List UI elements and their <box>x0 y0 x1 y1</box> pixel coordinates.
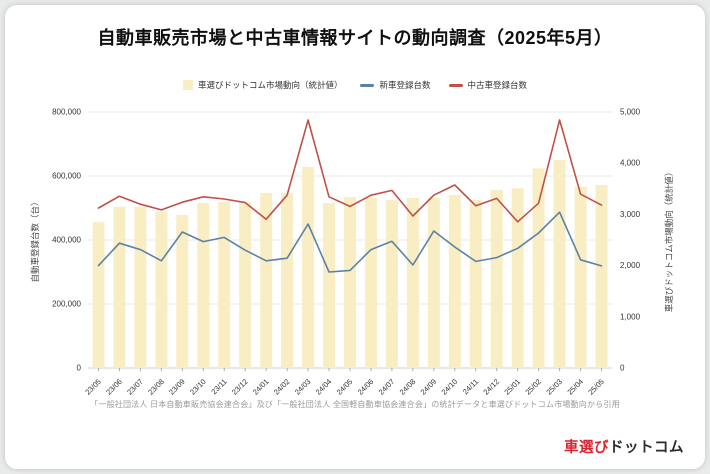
x-axis-label: 23/05 <box>83 377 103 397</box>
bar <box>302 166 315 368</box>
bar <box>406 198 419 368</box>
bar <box>427 198 440 368</box>
bar <box>532 168 545 368</box>
bar <box>385 200 398 368</box>
x-axis-label: 24/04 <box>314 377 334 397</box>
x-axis-label: 23/12 <box>230 377 250 397</box>
bar <box>469 200 482 368</box>
bar <box>92 222 105 368</box>
bar <box>553 160 566 368</box>
bar <box>239 202 252 368</box>
bar <box>281 192 294 368</box>
x-axis-label: 24/09 <box>419 377 439 397</box>
bar <box>574 186 587 368</box>
logo-text-secondary: ドットコム <box>609 440 684 456</box>
used-car-line <box>97 119 603 223</box>
site-logo: 車選びドットコム <box>564 436 684 457</box>
x-axis-label: 24/01 <box>251 377 271 397</box>
bar <box>490 190 503 368</box>
x-axis-label: 23/09 <box>167 377 187 397</box>
bar <box>323 203 335 368</box>
x-axis-label: 24/12 <box>481 377 501 397</box>
bar <box>344 197 356 368</box>
x-axis-label: 23/06 <box>104 377 124 397</box>
x-axis-label: 24/10 <box>440 377 460 397</box>
left-axis-tick: 0 <box>77 364 82 373</box>
x-axis-label: 25/02 <box>523 377 543 397</box>
x-axis-label: 25/03 <box>544 377 564 397</box>
bar <box>260 192 273 368</box>
right-axis-tick: 3,000 <box>620 210 641 219</box>
bar <box>448 194 461 368</box>
x-axis-label: 24/07 <box>377 377 397 397</box>
legend-label-new-car: 新車登録台数 <box>379 80 431 90</box>
used-car-line-swatch-icon <box>448 83 463 87</box>
bar <box>134 206 147 368</box>
left-axis-tick: 400,000 <box>52 236 81 245</box>
right-axis-tick: 1,000 <box>620 312 641 321</box>
page-title: 自動車販売市場と中古車情報サイトの動向調査（2025年5月） <box>97 28 613 48</box>
right-axis-tick: 5,000 <box>620 108 641 117</box>
left-axis-tick: 600,000 <box>52 172 81 181</box>
legend-item-market-trend: 車選びドットコム市場動向（統計値） <box>182 79 343 91</box>
bar-swatch-icon <box>182 80 193 90</box>
x-axis-label: 23/08 <box>146 377 166 397</box>
bar <box>197 203 210 368</box>
right-axis-title: 車選びドットコム市場動向（統計値） <box>664 168 674 313</box>
bar <box>176 214 189 368</box>
source-footnote: 「一般社団法人 日本自動車販売協会連合会」及び「一般社団法人 全国軽自動車協会連… <box>90 400 620 409</box>
new-car-line-swatch-icon <box>360 83 375 87</box>
bar <box>511 188 524 368</box>
x-axis-label: 25/05 <box>586 377 606 397</box>
x-axis-label: 24/03 <box>293 377 313 397</box>
left-axis-tick: 800,000 <box>52 108 81 117</box>
new-car-line <box>97 211 603 273</box>
logo-text-primary: 車選び <box>564 440 609 456</box>
bar <box>113 206 126 368</box>
bar <box>365 198 377 368</box>
x-axis-label: 23/07 <box>125 377 145 397</box>
x-axis-label: 24/08 <box>398 377 418 397</box>
bar <box>155 211 168 368</box>
x-axis-label: 23/10 <box>188 377 208 397</box>
legend-item-used-car: 中古車登録台数 <box>448 79 528 91</box>
x-axis-label: 23/11 <box>209 377 228 396</box>
bar <box>595 185 608 368</box>
legend-item-new-car: 新車登録台数 <box>360 79 431 91</box>
bar <box>218 202 231 368</box>
x-axis-label: 25/01 <box>502 377 522 397</box>
right-axis-tick: 2,000 <box>620 261 641 270</box>
left-axis-title: 自動車登録台数（台） <box>30 197 40 282</box>
right-axis-tick: 0 <box>620 364 625 373</box>
x-axis-label: 24/06 <box>356 377 376 397</box>
x-axis-label: 24/02 <box>272 377 292 397</box>
x-axis-label: 24/11 <box>461 377 480 396</box>
legend-label-market-trend: 車選びドットコム市場動向（統計値） <box>197 80 343 90</box>
x-axis-label: 24/05 <box>335 377 355 397</box>
left-axis-tick: 200,000 <box>52 300 81 309</box>
chart-legend: 車選びドットコム市場動向（統計値） 新車登録台数 中古車登録台数 <box>0 79 710 91</box>
x-axis-label: 25/04 <box>565 377 585 397</box>
legend-label-used-car: 中古車登録台数 <box>467 80 528 90</box>
right-axis-tick: 4,000 <box>620 159 641 168</box>
